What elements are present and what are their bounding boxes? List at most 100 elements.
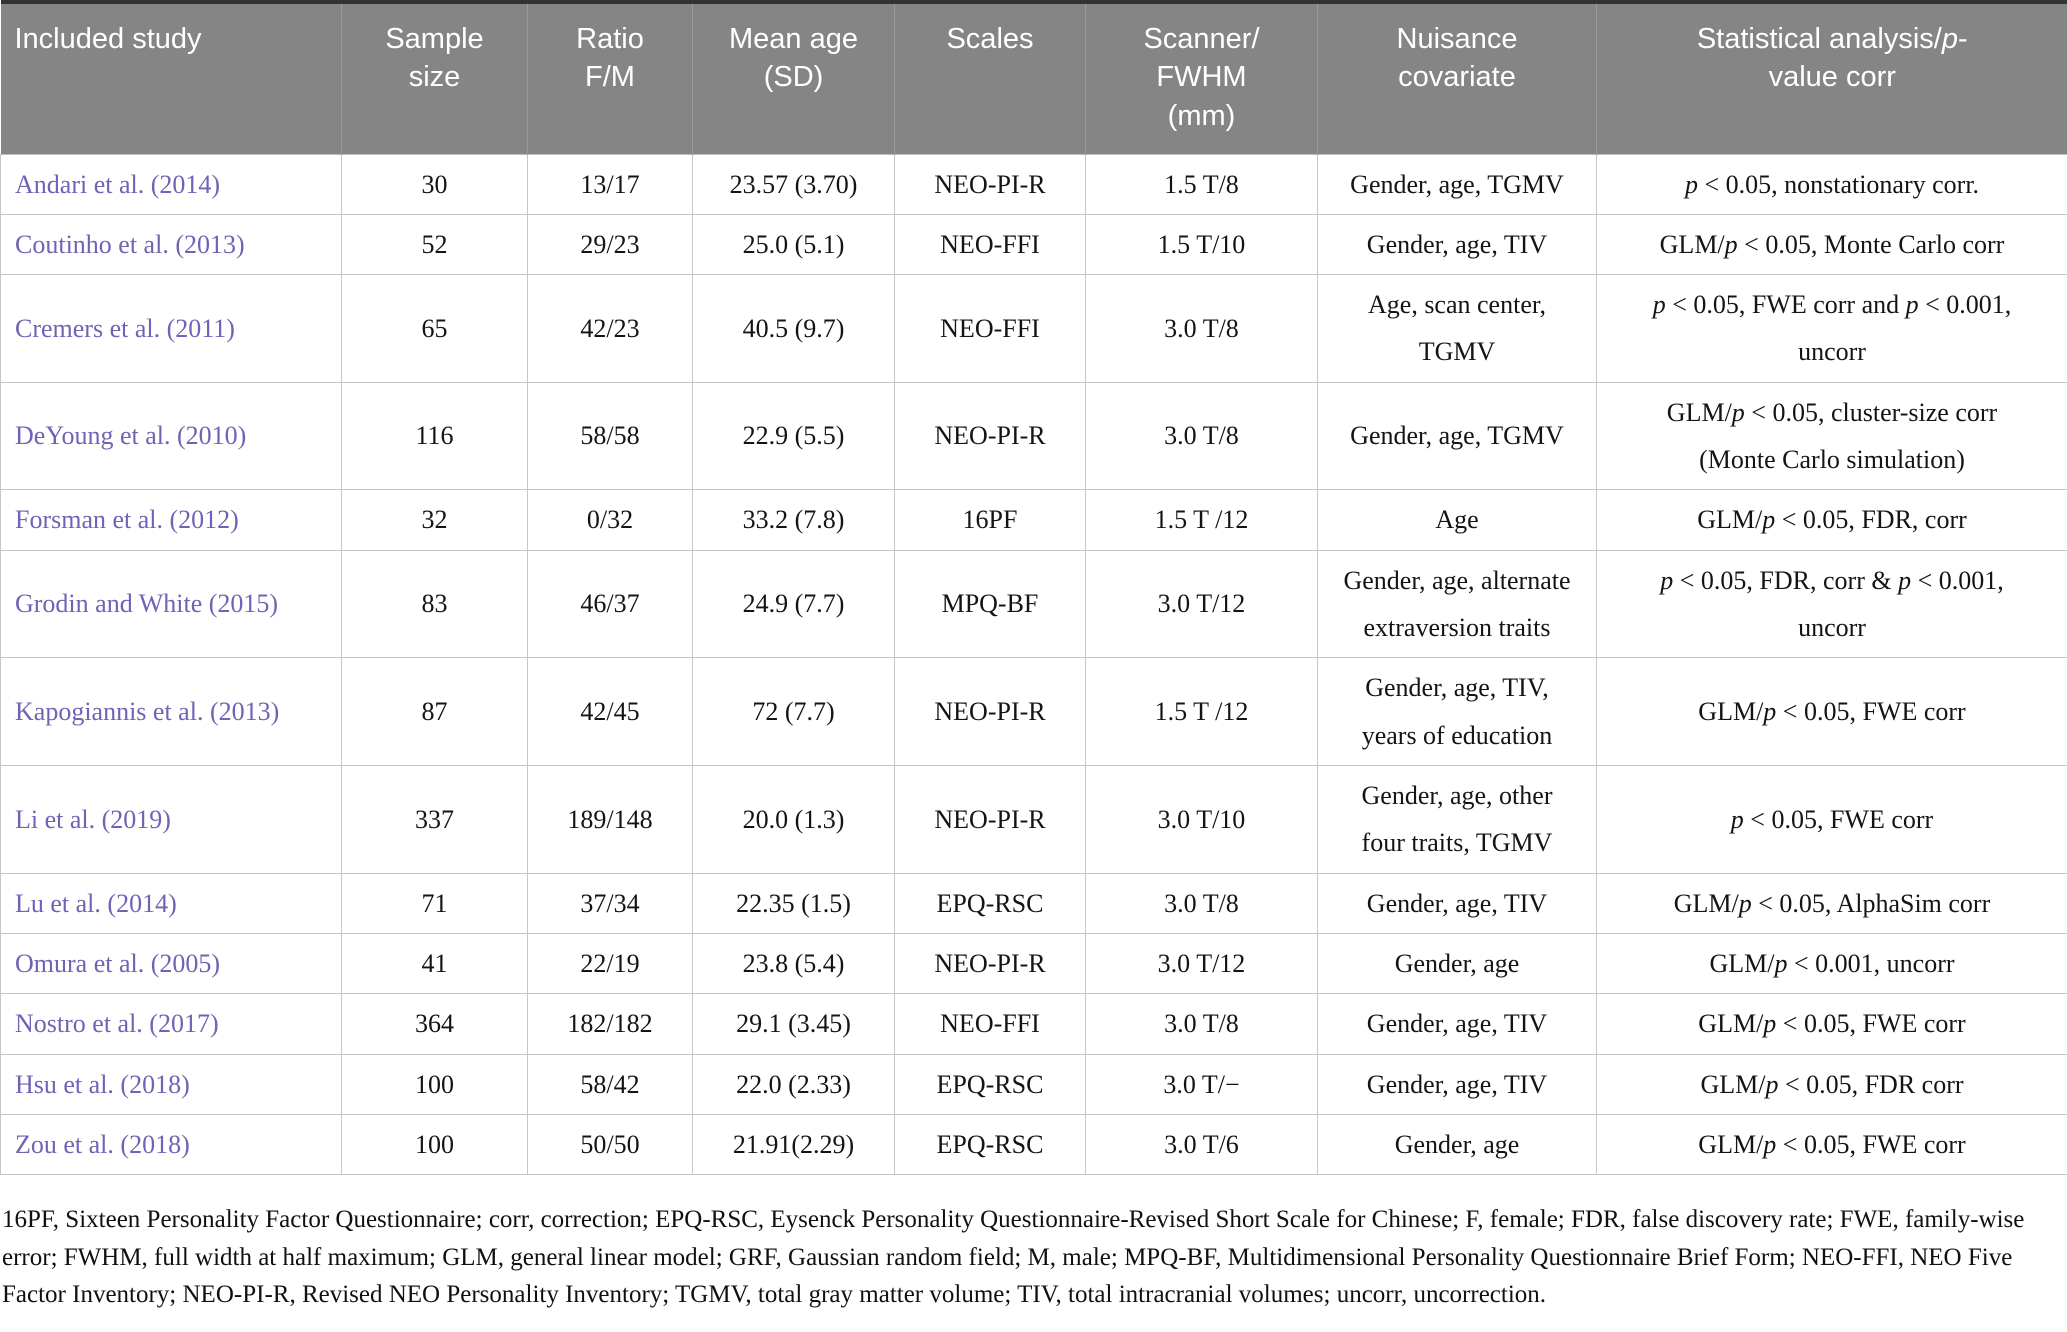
table-row: Zou et al. (2018) 100 50/50 21.91(2.29) EPQ-… (0, 1113, 2067, 1176)
sample-cell: 87 (341, 657, 528, 766)
age-cell: 72 (7.7) (692, 657, 895, 766)
stats-cell: p < 0.05, FDR, corr & p < 0.001, uncorr (1596, 549, 2067, 659)
study-citation-link[interactable]: Cremers et al. (2011) (0, 274, 342, 383)
scales-cell: NEO-PI-R (894, 381, 1086, 491)
age-cell: 22.35 (1.5) (692, 872, 895, 934)
sample-cell: 52 (341, 213, 528, 276)
scales-cell: NEO-PI-R (894, 932, 1086, 995)
age-cell: 21.91(2.29) (692, 1113, 895, 1176)
ratio-cell: 37/34 (527, 872, 693, 934)
table-row: Kapogiannis et al. (2013) 87 42/45 72 (7.7)… (0, 657, 2067, 766)
table-row: Forsman et al. (2012) 32 0/32 33.2 (7.8) 16P… (0, 489, 2067, 551)
ratio-cell: 29/23 (527, 213, 693, 276)
study-citation-link[interactable]: Grodin and White (2015) (0, 549, 342, 659)
sample-cell: 83 (341, 549, 528, 659)
table-row: Cremers et al. (2011) 65 42/23 40.5 (9.7) NE… (0, 274, 2067, 383)
ratio-cell: 46/37 (527, 549, 693, 659)
study-citation-link[interactable]: Forsman et al. (2012) (0, 489, 342, 551)
nuisance-cell: Gender, age, TGMV (1317, 381, 1597, 491)
age-cell: 22.0 (2.33) (692, 1053, 895, 1115)
age-cell: 29.1 (3.45) (692, 993, 895, 1055)
col-header-age: Mean age (SD) (692, 2, 895, 154)
study-citation-link[interactable]: Coutinho et al. (2013) (0, 213, 342, 276)
stats-cell: GLM/p < 0.05, FWE corr (1596, 993, 2067, 1055)
col-header-study: Included study (0, 2, 342, 154)
table-row: DeYoung et al. (2010) 116 58/58 22.9 (5.5) N… (0, 381, 2067, 491)
table-body: Andari et al. (2014) 30 13/17 23.57 (3.70) N… (0, 153, 2067, 1176)
col-header-scales: Scales (894, 2, 1086, 154)
scales-cell: NEO-PI-R (894, 657, 1086, 766)
scanner-cell: 3.0 T/12 (1085, 932, 1318, 995)
scanner-cell: 3.0 T/12 (1085, 549, 1318, 659)
ratio-cell: 0/32 (527, 489, 693, 551)
nuisance-cell: Age (1317, 489, 1597, 551)
scales-cell: NEO-FFI (894, 993, 1086, 1055)
scanner-cell: 1.5 T /12 (1085, 657, 1318, 766)
age-cell: 23.57 (3.70) (692, 153, 895, 215)
ratio-cell: 50/50 (527, 1113, 693, 1176)
table-row: Coutinho et al. (2013) 52 29/23 25.0 (5.1) N… (0, 213, 2067, 276)
stats-cell: GLM/p < 0.05, FWE corr (1596, 1113, 2067, 1176)
stats-cell: p < 0.05, nonstationary corr. (1596, 153, 2067, 215)
scanner-cell: 3.0 T/8 (1085, 381, 1318, 491)
scales-cell: NEO-PI-R (894, 764, 1086, 874)
stats-cell: GLM/p < 0.05, FDR, corr (1596, 489, 2067, 551)
col-header-scanner: Scanner/FWHM (mm) (1085, 2, 1318, 154)
nuisance-cell: Gender, age, TIV, years of education (1317, 657, 1597, 766)
table-row: Andari et al. (2014) 30 13/17 23.57 (3.70) N… (0, 153, 2067, 215)
age-cell: 33.2 (7.8) (692, 489, 895, 551)
table-row: Hsu et al. (2018) 100 58/42 22.0 (2.33) EPQ-… (0, 1053, 2067, 1115)
sample-cell: 65 (341, 274, 528, 383)
sample-cell: 364 (341, 993, 528, 1055)
scales-cell: EPQ-RSC (894, 872, 1086, 934)
scanner-cell: 3.0 T/8 (1085, 993, 1318, 1055)
scanner-cell: 3.0 T/− (1085, 1053, 1318, 1115)
table-footnote: 16PF, Sixteen Personality Factor Questio… (2, 1206, 2025, 1309)
col-header-ratio: Ratio F/M (527, 2, 693, 154)
ratio-cell: 182/182 (527, 993, 693, 1055)
study-citation-link[interactable]: Hsu et al. (2018) (0, 1053, 342, 1115)
study-citation-link[interactable]: Lu et al. (2014) (0, 872, 342, 934)
ratio-cell: 42/45 (527, 657, 693, 766)
ratio-cell: 13/17 (527, 153, 693, 215)
table-header: Included study Sample size Ratio F/M Mean age… (0, 2, 2067, 154)
scanner-cell: 3.0 T/8 (1085, 274, 1318, 383)
nuisance-cell: Gender, age (1317, 1113, 1597, 1176)
header-row: Included study Sample size Ratio F/M Mean age… (0, 2, 2067, 154)
stats-cell: p < 0.05, FWE corr and p < 0.001, uncorr (1596, 274, 2067, 383)
scales-cell: EPQ-RSC (894, 1053, 1086, 1115)
ratio-cell: 58/58 (527, 381, 693, 491)
table-row: Omura et al. (2005) 41 22/19 23.8 (5.4) NEO-… (0, 932, 2067, 995)
scales-cell: MPQ-BF (894, 549, 1086, 659)
scales-cell: NEO-FFI (894, 274, 1086, 383)
scanner-cell: 3.0 T/8 (1085, 872, 1318, 934)
col-header-nuisance: Nuisance covariate (1317, 2, 1597, 154)
age-cell: 25.0 (5.1) (692, 213, 895, 276)
stats-cell: GLM/p < 0.05, AlphaSim corr (1596, 872, 2067, 934)
age-cell: 24.9 (7.7) (692, 549, 895, 659)
stats-cell: p < 0.05, FWE corr (1596, 764, 2067, 874)
study-citation-link[interactable]: DeYoung et al. (2010) (0, 381, 342, 491)
sample-cell: 337 (341, 764, 528, 874)
scales-cell: NEO-FFI (894, 213, 1086, 276)
ratio-cell: 58/42 (527, 1053, 693, 1115)
study-citation-link[interactable]: Omura et al. (2005) (0, 932, 342, 995)
study-citation-link[interactable]: Li et al. (2019) (0, 764, 342, 874)
col-header-sample: Sample size (341, 2, 528, 154)
sample-cell: 71 (341, 872, 528, 934)
ratio-cell: 189/148 (527, 764, 693, 874)
scanner-cell: 1.5 T/8 (1085, 153, 1318, 215)
scanner-cell: 1.5 T /12 (1085, 489, 1318, 551)
sample-cell: 100 (341, 1113, 528, 1176)
scales-cell: NEO-PI-R (894, 153, 1086, 215)
col-header-stats: Statistical analysis/p-value corr (1596, 2, 2067, 154)
sample-cell: 116 (341, 381, 528, 491)
included-studies-table: Included study Sample size Ratio F/M Mean age… (0, 0, 2067, 1176)
study-citation-link[interactable]: Kapogiannis et al. (2013) (0, 657, 342, 766)
study-citation-link[interactable]: Zou et al. (2018) (0, 1113, 342, 1176)
stats-cell: GLM/p < 0.001, uncorr (1596, 932, 2067, 995)
study-citation-link[interactable]: Andari et al. (2014) (0, 153, 342, 215)
table-row: Grodin and White (2015) 83 46/37 24.9 (7.7)… (0, 549, 2067, 659)
study-citation-link[interactable]: Nostro et al. (2017) (0, 993, 342, 1055)
